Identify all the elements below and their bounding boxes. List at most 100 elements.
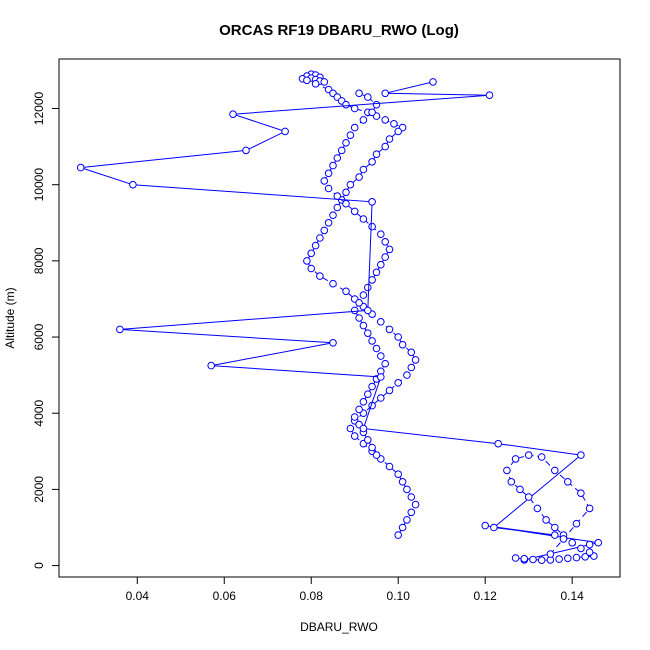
data-point xyxy=(350,104,359,113)
x-tick-label: 0.06 xyxy=(213,589,237,603)
series-1 xyxy=(320,89,394,459)
data-point xyxy=(481,521,490,530)
data-point xyxy=(381,142,390,151)
x-tick-label: 0.10 xyxy=(387,589,411,603)
data-point xyxy=(377,230,385,238)
data-point xyxy=(372,451,381,459)
data-point xyxy=(368,276,376,284)
data-point xyxy=(355,89,363,98)
data-point xyxy=(511,455,520,463)
data-point xyxy=(129,180,137,189)
data-point xyxy=(385,135,394,143)
data-point xyxy=(229,110,237,118)
data-point xyxy=(303,76,311,85)
data-point xyxy=(403,516,411,524)
data-point xyxy=(403,371,411,379)
data-point xyxy=(381,116,390,124)
data-point xyxy=(368,382,376,391)
data-point xyxy=(364,93,372,101)
data-point xyxy=(342,188,350,197)
data-point xyxy=(329,339,337,347)
chart-title: ORCAS RF19 DBARU_RWO (Log) xyxy=(219,22,459,39)
data-point xyxy=(346,424,355,433)
data-point xyxy=(490,523,498,532)
data-point xyxy=(359,165,368,174)
data-point xyxy=(520,554,529,563)
data-point xyxy=(577,451,585,459)
data-point xyxy=(333,192,342,200)
data-point xyxy=(537,453,546,461)
x-tick-label: 0.12 xyxy=(474,589,498,603)
data-point xyxy=(320,78,329,86)
series-3 xyxy=(503,451,598,565)
data-point xyxy=(429,78,437,86)
data-point xyxy=(368,337,376,345)
data-point xyxy=(577,489,585,498)
data-point xyxy=(355,405,363,414)
data-point xyxy=(320,177,329,185)
data-point xyxy=(377,352,385,360)
y-tick-label: 6000 xyxy=(32,323,46,350)
data-point xyxy=(311,80,320,88)
plot-area xyxy=(76,70,603,565)
data-point xyxy=(355,299,363,307)
data-point xyxy=(555,555,563,563)
data-point xyxy=(350,413,359,421)
data-point xyxy=(551,466,559,475)
data-point xyxy=(368,443,376,452)
data-point xyxy=(398,340,407,349)
data-point xyxy=(350,207,359,216)
data-point xyxy=(407,363,416,372)
data-point xyxy=(572,519,581,528)
data-point xyxy=(346,131,355,139)
data-point xyxy=(364,436,372,444)
data-point xyxy=(585,504,594,513)
data-point xyxy=(364,306,372,315)
data-point xyxy=(377,318,385,326)
y-tick-label: 10000 xyxy=(32,168,46,202)
data-point xyxy=(372,100,381,109)
data-point xyxy=(242,146,250,155)
data-point xyxy=(368,158,376,166)
y-tick-label: 4000 xyxy=(32,400,46,427)
data-point xyxy=(364,390,372,399)
data-point xyxy=(507,478,516,486)
data-point xyxy=(377,373,385,381)
data-point xyxy=(524,451,533,459)
data-point xyxy=(281,127,289,136)
data-point xyxy=(377,260,385,269)
y-axis: 0 2000 4000 6000 8000 10000 12000 xyxy=(32,92,59,569)
data-point xyxy=(564,478,572,486)
data-point xyxy=(551,531,559,539)
data-point xyxy=(542,516,550,524)
data-point xyxy=(337,146,346,155)
y-tick-label: 2000 xyxy=(32,476,46,503)
data-point xyxy=(394,379,403,387)
data-point xyxy=(394,470,403,479)
x-tick-label: 0.08 xyxy=(300,589,324,603)
data-point xyxy=(355,314,363,322)
data-point xyxy=(394,333,403,341)
data-point xyxy=(372,268,381,277)
data-point xyxy=(403,485,411,494)
x-axis: 0.04 0.06 0.08 0.10 0.12 0.14 xyxy=(126,577,584,603)
data-point xyxy=(394,531,403,539)
data-point xyxy=(364,283,372,292)
data-point xyxy=(368,108,376,117)
x-tick-label: 0.14 xyxy=(560,589,584,603)
x-axis-label: DBARU_RWO xyxy=(300,620,378,634)
data-point xyxy=(368,222,376,231)
data-point xyxy=(359,321,368,330)
data-point xyxy=(316,234,324,242)
data-point xyxy=(381,359,390,368)
data-point xyxy=(407,493,416,501)
data-point xyxy=(346,180,355,189)
y-axis-label: Altitude (m) xyxy=(3,287,17,348)
data-point xyxy=(568,538,577,547)
data-point xyxy=(537,556,546,565)
data-point xyxy=(359,291,368,299)
data-point xyxy=(307,249,316,258)
data-point xyxy=(390,120,398,128)
data-point xyxy=(324,169,333,178)
